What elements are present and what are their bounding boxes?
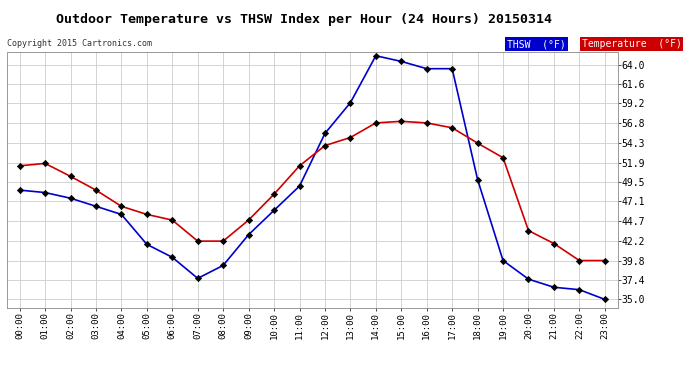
Text: Copyright 2015 Cartronics.com: Copyright 2015 Cartronics.com [7, 39, 152, 48]
Text: Temperature  (°F): Temperature (°F) [582, 39, 682, 50]
Text: THSW  (°F): THSW (°F) [507, 39, 566, 50]
Text: Outdoor Temperature vs THSW Index per Hour (24 Hours) 20150314: Outdoor Temperature vs THSW Index per Ho… [56, 13, 551, 26]
